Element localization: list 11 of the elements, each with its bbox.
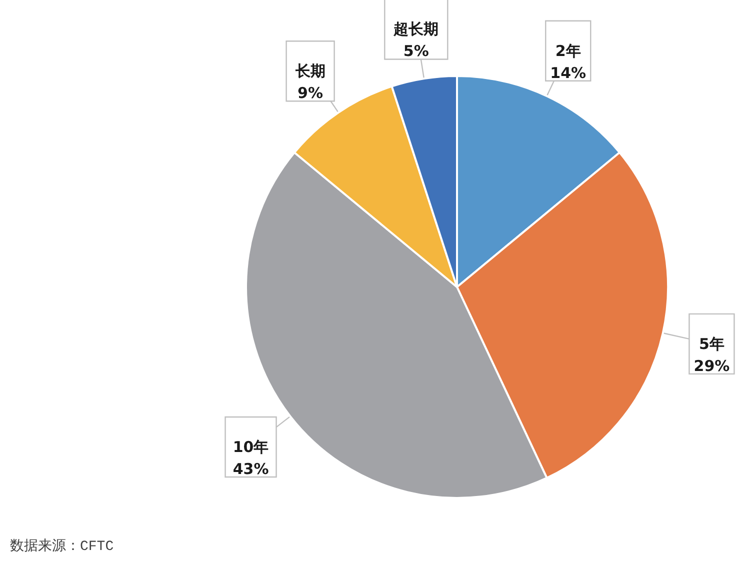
data-label: 43% (232, 460, 269, 478)
slice-label: 5年 (698, 334, 724, 353)
slice-label: 超长期 (392, 20, 439, 38)
slice-label: 长期 (294, 62, 326, 80)
data-label: 5% (403, 42, 429, 60)
data-label: 14% (550, 64, 586, 82)
source-note: 数据来源：CFTC (10, 538, 114, 555)
slice-label: 10年 (232, 438, 269, 456)
data-label: 29% (694, 356, 730, 375)
data-label: 9% (298, 84, 324, 102)
slice-label: 2年 (555, 42, 581, 60)
